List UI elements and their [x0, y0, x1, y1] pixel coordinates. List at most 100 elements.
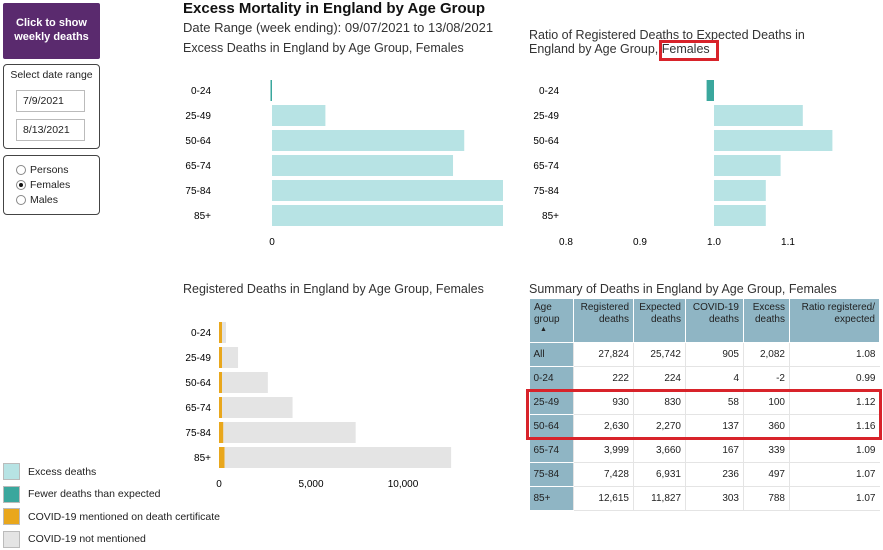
radio-button[interactable]: [16, 195, 26, 205]
column-header[interactable]: Age group ▲: [529, 298, 574, 343]
table-cell: 1.07: [789, 486, 880, 511]
legend-item: Excess deaths: [3, 463, 96, 480]
registered-deaths-chart: 0-24 25-49 50-64 65-74 75-84 85+ 0 5,000 10,000: [185, 322, 452, 490]
legend-swatch: [3, 530, 20, 548]
table-cell: 905: [685, 342, 744, 367]
table-cell: 6,931: [633, 462, 686, 487]
y-tick-label: 75-84: [185, 428, 211, 439]
table-row: 75-84 7,428 6,931 236 497 1.07: [529, 462, 880, 487]
table-cell: 303: [685, 486, 744, 511]
y-tick-label: 85+: [194, 211, 211, 222]
date-range-subtitle: Date Range (week ending): 09/07/2021 to …: [183, 20, 494, 35]
y-tick-label: 75-84: [185, 186, 211, 197]
legend-swatch: [3, 485, 20, 503]
table-cell: 100: [743, 390, 790, 415]
radio-label-males: Males: [30, 194, 59, 206]
table-cell: 137: [685, 414, 744, 439]
radio-males[interactable]: Males: [16, 194, 58, 206]
ratio-bar: [706, 80, 714, 101]
table-cell: 236: [685, 462, 744, 487]
excess-bar: [272, 130, 465, 151]
radio-persons[interactable]: Persons: [16, 164, 69, 176]
row-label-cell: All: [529, 342, 574, 367]
table-cell: 27,824: [573, 342, 634, 367]
table-cell: -2: [743, 366, 790, 391]
show-weekly-deaths-button[interactable]: Click to show weekly deaths: [3, 3, 100, 59]
y-tick-label: 65-74: [533, 161, 559, 172]
table-row: 0-24 222 224 4 -2 0.99: [529, 366, 880, 391]
y-tick-label: 50-64: [185, 136, 211, 147]
not-covid-bar-segment: [222, 372, 268, 393]
y-tick-label: 25-49: [533, 111, 559, 122]
ratio-bar: [714, 130, 833, 151]
ratio-bar: [714, 205, 766, 226]
column-header[interactable]: COVID-19 deaths: [685, 298, 744, 343]
table-cell: 360: [743, 414, 790, 439]
column-header[interactable]: Registered deaths: [573, 298, 634, 343]
legend-item: Fewer deaths than expected: [3, 485, 161, 503]
covid-bar-segment: [219, 322, 222, 343]
table-cell: 2,082: [743, 342, 790, 367]
date-range-title: Select date range: [10, 69, 93, 81]
table-row: 65-74 3,999 3,660 167 339 1.09: [529, 438, 880, 463]
table-row: All 27,824 25,742 905 2,082 1.08: [529, 342, 880, 367]
y-tick-label: 25-49: [185, 353, 211, 364]
rows-highlight-box: [526, 389, 882, 440]
column-header[interactable]: Expected deaths: [633, 298, 686, 343]
ratio-bar: [714, 105, 803, 126]
legend-swatch: [3, 463, 20, 480]
x-tick-label: 0: [269, 237, 275, 248]
not-covid-bar-segment: [222, 322, 227, 343]
y-tick-label: 65-74: [185, 403, 211, 414]
column-header[interactable]: Excess deaths: [743, 298, 790, 343]
date-range-panel: Select date range 7/9/2021 8/13/2021: [3, 64, 100, 149]
table-cell: 3,660: [633, 438, 686, 463]
table-cell: 930: [573, 390, 634, 415]
table-cell: 497: [743, 462, 790, 487]
x-tick-label: 0.9: [633, 237, 647, 248]
row-label-cell: 75-84: [529, 462, 574, 487]
excess-bar: [272, 105, 326, 126]
summary-title: Summary of Deaths in England by Age Grou…: [529, 282, 837, 296]
table-cell: 1.07: [789, 462, 880, 487]
sort-arrow-icon: ▲: [540, 326, 547, 333]
table-cell: 830: [633, 390, 686, 415]
radio-label-persons: Persons: [30, 164, 69, 176]
ratio-bar: [714, 180, 766, 201]
x-tick-label: 1.0: [707, 237, 721, 248]
legend-label: Excess deaths: [28, 465, 97, 478]
legend-label: COVID-19 not mentioned: [28, 533, 146, 545]
excess-chart-title: Excess Deaths in England by Age Group, F…: [183, 41, 464, 55]
row-label-cell: 0-24: [529, 366, 574, 391]
excess-bar: [272, 155, 454, 176]
row-label-cell: 50-64: [529, 414, 574, 439]
column-header[interactable]: Ratio registered/ expected: [789, 298, 880, 343]
covid-bar-segment: [219, 447, 225, 468]
radio-label-females: Females: [30, 179, 71, 191]
y-tick-label: 65-74: [185, 161, 211, 172]
start-date-input[interactable]: 7/9/2021: [16, 90, 85, 112]
table-cell: 224: [633, 366, 686, 391]
row-label-cell: 85+: [529, 486, 574, 511]
not-covid-bar-segment: [224, 447, 452, 468]
table-cell: 0.99: [789, 366, 880, 391]
table-row: 85+ 12,615 11,827 303 788 1.07: [529, 486, 880, 511]
end-date-input[interactable]: 8/13/2021: [16, 119, 85, 141]
table-cell: 1.08: [789, 342, 880, 367]
summary-table: Age group ▲ Registered deaths Expected deat…: [529, 298, 880, 511]
radio-button[interactable]: [16, 165, 26, 175]
row-label-cell: 65-74: [529, 438, 574, 463]
females-highlight-box: [659, 40, 719, 61]
radio-females[interactable]: Females: [16, 179, 70, 191]
table-cell: 222: [573, 366, 634, 391]
excess-bar: [272, 180, 503, 201]
y-tick-label: 25-49: [185, 111, 211, 122]
y-tick-label: 0-24: [191, 328, 211, 339]
x-tick-label: 10,000: [388, 479, 419, 490]
radio-button-selected[interactable]: [16, 180, 26, 190]
table-cell: 1.12: [789, 390, 880, 415]
table-cell: 788: [743, 486, 790, 511]
y-tick-label: 50-64: [533, 136, 559, 147]
y-tick-label: 0-24: [191, 86, 211, 97]
